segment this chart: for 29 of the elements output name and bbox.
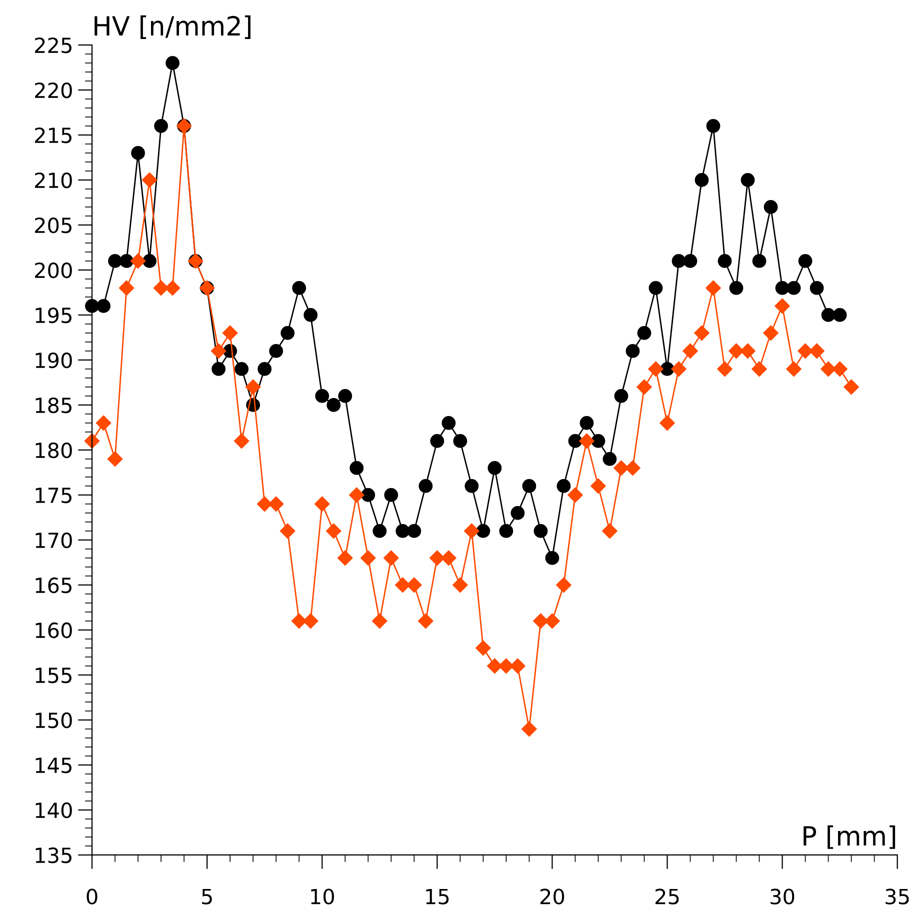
y-tick-label: 155 [36, 668, 72, 684]
x-tick-label: 30 [770, 888, 794, 904]
y-tick-label: 180 [36, 442, 72, 458]
y-tick-label: 190 [36, 352, 72, 368]
y-tick-label: 185 [36, 397, 72, 414]
y-tick-label: 205 [35, 217, 72, 234]
x-tick-label: 10 [311, 888, 334, 904]
x-tick-label: 0 [86, 888, 98, 904]
x-tick-label: 35 [886, 888, 909, 904]
y-tick-label: 220 [35, 82, 72, 98]
y-tick-label: 195 [36, 307, 72, 324]
y-tick-label: 160 [36, 622, 72, 638]
y-tick-label: 210 [35, 172, 72, 188]
y-tick-label: 225 [35, 37, 72, 54]
x-tick-label: 20 [540, 888, 564, 904]
y-tick-label: 145 [36, 758, 72, 774]
y-tick-label: 150 [36, 712, 72, 728]
x-axis-title: P [mm] [804, 825, 896, 849]
y-tick-label: 200 [35, 262, 72, 278]
x-tick-label: 5 [202, 888, 212, 904]
y-tick-label: 135 [36, 847, 72, 864]
y-axis-title: HV [n/mm2] [94, 15, 250, 39]
y-tick-label: 165 [36, 577, 72, 594]
y-tick-label: 140 [36, 802, 72, 818]
y-tick-label: 215 [35, 127, 72, 144]
y-tick-label: 175 [36, 488, 72, 504]
x-tick-label: 25 [656, 888, 679, 904]
x-tick-label: 15 [426, 888, 449, 904]
y-tick-label: 170 [36, 532, 72, 548]
